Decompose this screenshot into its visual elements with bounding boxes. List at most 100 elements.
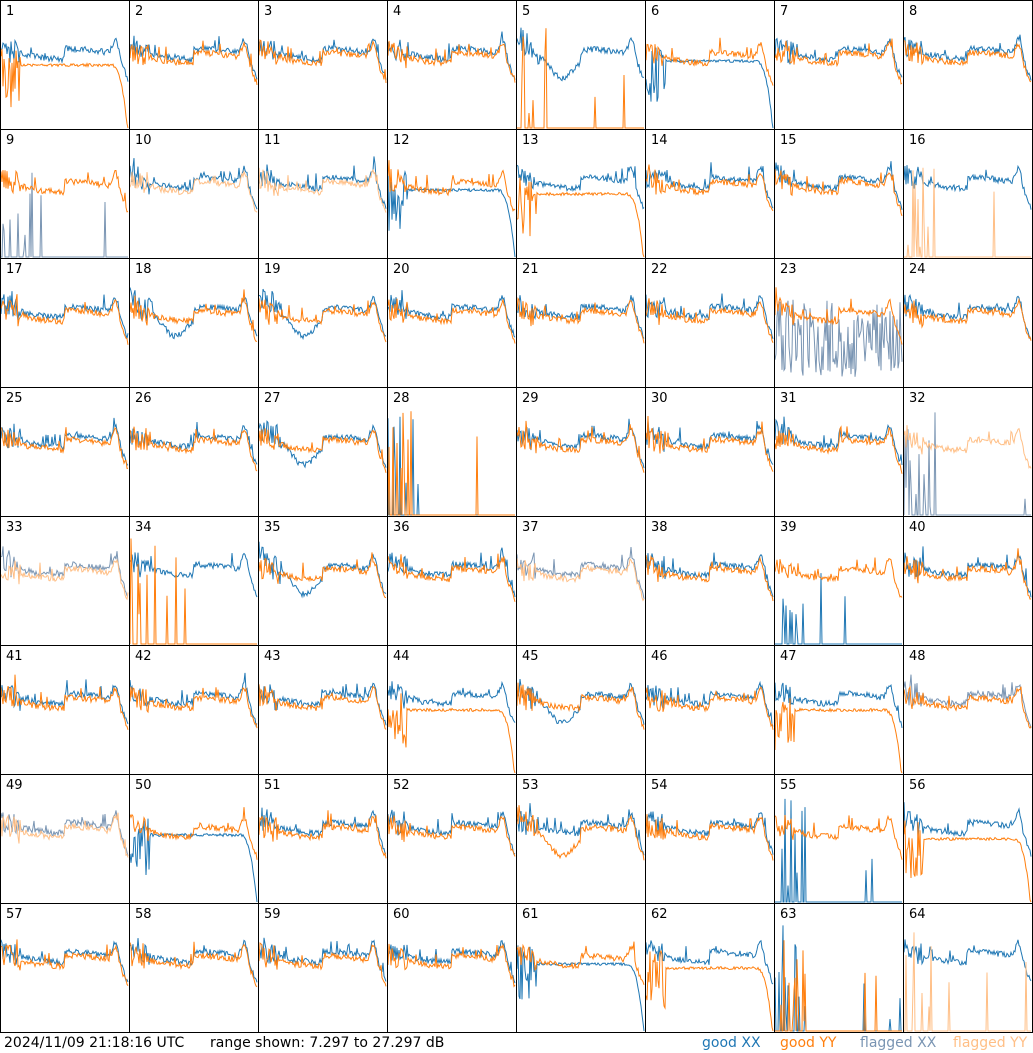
series-good-yy <box>130 426 258 472</box>
panel-plot <box>388 940 516 988</box>
series-good-yy <box>775 38 903 85</box>
tile-panel-5: 5 <box>516 0 646 130</box>
series-good-yy <box>130 289 258 342</box>
panel-plot <box>775 682 903 774</box>
tile-number-label: 62 <box>651 907 668 922</box>
series-flagged-yy <box>904 167 1031 258</box>
tile-number-label: 61 <box>522 907 539 922</box>
series-good-yy <box>904 548 1032 600</box>
panel-plot <box>904 412 1032 516</box>
panel-plot <box>517 164 645 258</box>
series-good-yy <box>388 160 516 212</box>
tile-panel-30: 30 <box>645 387 775 517</box>
tile-panel-18: 18 <box>129 258 259 388</box>
tile-panel-60: 60 <box>387 903 517 1033</box>
series-good-xx <box>517 164 645 210</box>
panel-plot <box>775 416 903 474</box>
series-good-yy <box>259 39 387 84</box>
tile-panel-13: 13 <box>516 129 646 259</box>
tile-number-label: 31 <box>780 391 797 406</box>
series-good-yy <box>775 814 903 860</box>
tile-panel-58: 58 <box>129 903 259 1033</box>
series-flagged-xx <box>517 547 645 599</box>
series-good-xx <box>517 27 645 82</box>
tile-panel-23: 23 <box>774 258 904 388</box>
tile-number-label: 9 <box>6 133 15 148</box>
panel-plot <box>1 810 129 858</box>
panel-plot <box>388 290 516 344</box>
tile-panel-12: 12 <box>387 129 517 259</box>
tile-number-label: 58 <box>135 907 152 922</box>
tile-panel-63: 63 <box>774 903 904 1033</box>
tile-number-label: 6 <box>651 4 660 19</box>
tile-number-label: 41 <box>6 649 23 664</box>
series-good-yy <box>1 294 129 345</box>
tile-number-label: 37 <box>522 520 539 535</box>
tile-number-label: 35 <box>264 520 281 535</box>
tile-number-label: 39 <box>780 520 797 535</box>
series-good-yy <box>130 538 257 645</box>
series-good-xx <box>775 573 902 645</box>
tile-panel-16: 16 <box>903 129 1033 259</box>
tile-panel-31: 31 <box>774 387 904 517</box>
tile-number-label: 18 <box>135 262 152 277</box>
tile-number-label: 16 <box>909 133 926 148</box>
panel-plot <box>904 34 1032 83</box>
tile-number-label: 43 <box>264 649 281 664</box>
series-flagged-yy <box>1 558 129 601</box>
panel-plot <box>1 674 129 730</box>
timestamp-label: 2024/11/09 21:18:16 UTC <box>4 1035 185 1051</box>
series-good-yy <box>646 950 774 1032</box>
panel-plot <box>904 802 1032 903</box>
series-good-xx <box>904 939 1032 982</box>
tile-number-label: 45 <box>522 649 539 664</box>
tile-panel-50: 50 <box>129 774 259 904</box>
series-good-xx <box>904 802 1032 857</box>
panel-plot <box>775 798 903 903</box>
panel-plot <box>904 164 1032 258</box>
series-good-xx <box>388 170 516 258</box>
tile-number-label: 50 <box>135 778 152 793</box>
tile-number-label: 13 <box>522 133 539 148</box>
tile-number-label: 3 <box>264 4 273 19</box>
tile-number-label: 8 <box>909 4 918 19</box>
tile-panel-62: 62 <box>645 903 775 1033</box>
series-good-yy <box>775 169 903 217</box>
tile-number-label: 5 <box>522 4 531 19</box>
series-good-yy <box>259 428 387 474</box>
series-good-yy <box>388 298 516 344</box>
tile-panel-1: 1 <box>0 0 130 130</box>
tile-number-label: 10 <box>135 133 152 148</box>
series-good-xx <box>646 939 774 985</box>
tile-panel-45: 45 <box>516 645 646 775</box>
tile-number-label: 46 <box>651 649 668 664</box>
tile-number-label: 33 <box>6 520 23 535</box>
tile-panel-47: 47 <box>774 645 904 775</box>
tile-number-label: 64 <box>909 907 926 922</box>
series-good-yy <box>775 425 903 474</box>
tile-panel-19: 19 <box>258 258 388 388</box>
tile-number-label: 52 <box>393 778 410 793</box>
tile-panel-32: 32 <box>903 387 1033 517</box>
series-flagged-xx <box>1 172 128 258</box>
panel-plot <box>1 291 129 345</box>
series-good-yy <box>517 297 645 344</box>
panel-plot <box>1 546 129 601</box>
tile-number-label: 12 <box>393 133 410 148</box>
tile-number-label: 23 <box>780 262 797 277</box>
panel-plot <box>517 295 645 344</box>
tile-number-label: 44 <box>393 649 410 664</box>
tile-panel-34: 34 <box>129 516 259 646</box>
tile-number-label: 34 <box>135 520 152 535</box>
series-good-xx <box>259 682 387 726</box>
panel-plot <box>388 680 516 774</box>
panel-plot <box>646 162 774 212</box>
series-good-xx <box>1 37 129 82</box>
series-good-yy <box>646 37 774 86</box>
tile-number-label: 24 <box>909 262 926 277</box>
panel-plot <box>1 37 129 129</box>
series-good-yy <box>259 684 387 730</box>
series-good-yy <box>904 40 1032 83</box>
tile-panel-8: 8 <box>903 0 1033 130</box>
panel-plot <box>130 807 258 903</box>
